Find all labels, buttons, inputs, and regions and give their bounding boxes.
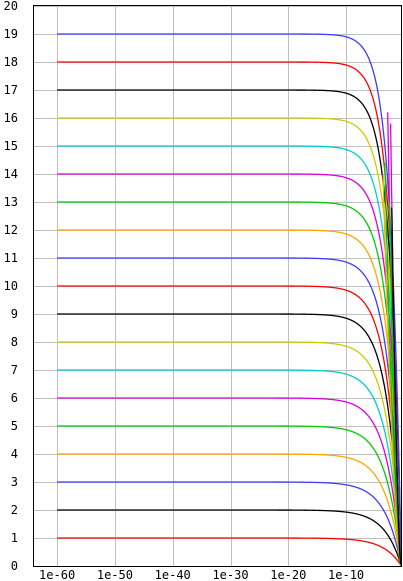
x-tick-label: 1e-30 [212,568,248,581]
series-line [57,285,402,566]
y-tick-label: 5 [11,419,18,433]
y-tick-label: 14 [4,167,18,181]
y-tick-label: 7 [11,363,18,377]
y-tick-label: 20 [4,0,18,13]
series-line [57,341,402,566]
plot-frame [33,5,402,567]
y-tick-label: 16 [4,111,18,125]
series-line [57,89,402,566]
y-tick-label: 12 [4,223,18,237]
series-line [57,117,402,566]
series-line [57,509,402,566]
y-tick-label: 0 [11,559,18,573]
series-line [57,257,402,566]
y-tick-label: 9 [11,307,18,321]
x-tick-label: 1e-10 [328,568,364,581]
y-tick-label: 4 [11,447,18,461]
x-tick-label: 1e-20 [270,568,306,581]
series-line [57,313,402,566]
y-tick-label: 3 [11,475,18,489]
series-line [57,145,402,566]
series-line [57,201,402,566]
x-tick-label: 1e-60 [39,568,75,581]
y-tick-label: 13 [4,195,18,209]
series-line [57,173,402,566]
y-tick-label: 19 [4,27,18,41]
tick-layer: 1e-60 1e-50 1e-40 1e-30 1e-20 1e-100123456789… [4,0,365,581]
series-line [57,369,402,566]
series-line [57,481,402,566]
series-line [57,397,402,566]
y-tick-label: 6 [11,391,18,405]
x-tick-label: 1e-50 [97,568,133,581]
y-tick-label: 11 [4,251,18,265]
spike-line [391,207,402,565]
series-line [57,537,402,566]
y-tick-label: 2 [11,503,18,517]
curve-layer [57,33,402,567]
y-tick-label: 10 [4,279,18,293]
series-line [57,61,402,566]
series-line [57,229,402,566]
y-tick-label: 18 [4,55,18,69]
x-tick-label: 1e-40 [155,568,191,581]
y-tick-label: 8 [11,335,18,349]
spike-line [382,173,402,567]
y-tick-label: 1 [11,531,18,545]
series-line [57,33,402,566]
y-tick-label: 17 [4,83,18,97]
y-tick-label: 15 [4,139,18,153]
series-line [57,425,402,566]
series-line [57,453,402,566]
